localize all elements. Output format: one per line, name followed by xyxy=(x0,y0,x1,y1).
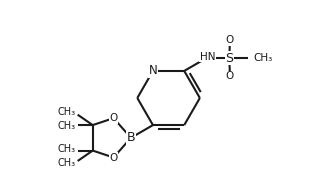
Text: O: O xyxy=(226,35,234,45)
Text: CH₃: CH₃ xyxy=(57,107,75,117)
Text: N: N xyxy=(149,64,157,77)
Text: CH₃: CH₃ xyxy=(253,53,273,63)
Text: O: O xyxy=(110,152,118,162)
Text: O: O xyxy=(226,71,234,81)
Text: B: B xyxy=(127,131,135,144)
Text: S: S xyxy=(225,52,233,65)
Text: CH₃: CH₃ xyxy=(57,158,75,168)
Text: CH₃: CH₃ xyxy=(57,144,75,154)
Text: HN: HN xyxy=(200,52,215,62)
Text: O: O xyxy=(110,113,118,123)
Text: CH₃: CH₃ xyxy=(57,121,75,131)
